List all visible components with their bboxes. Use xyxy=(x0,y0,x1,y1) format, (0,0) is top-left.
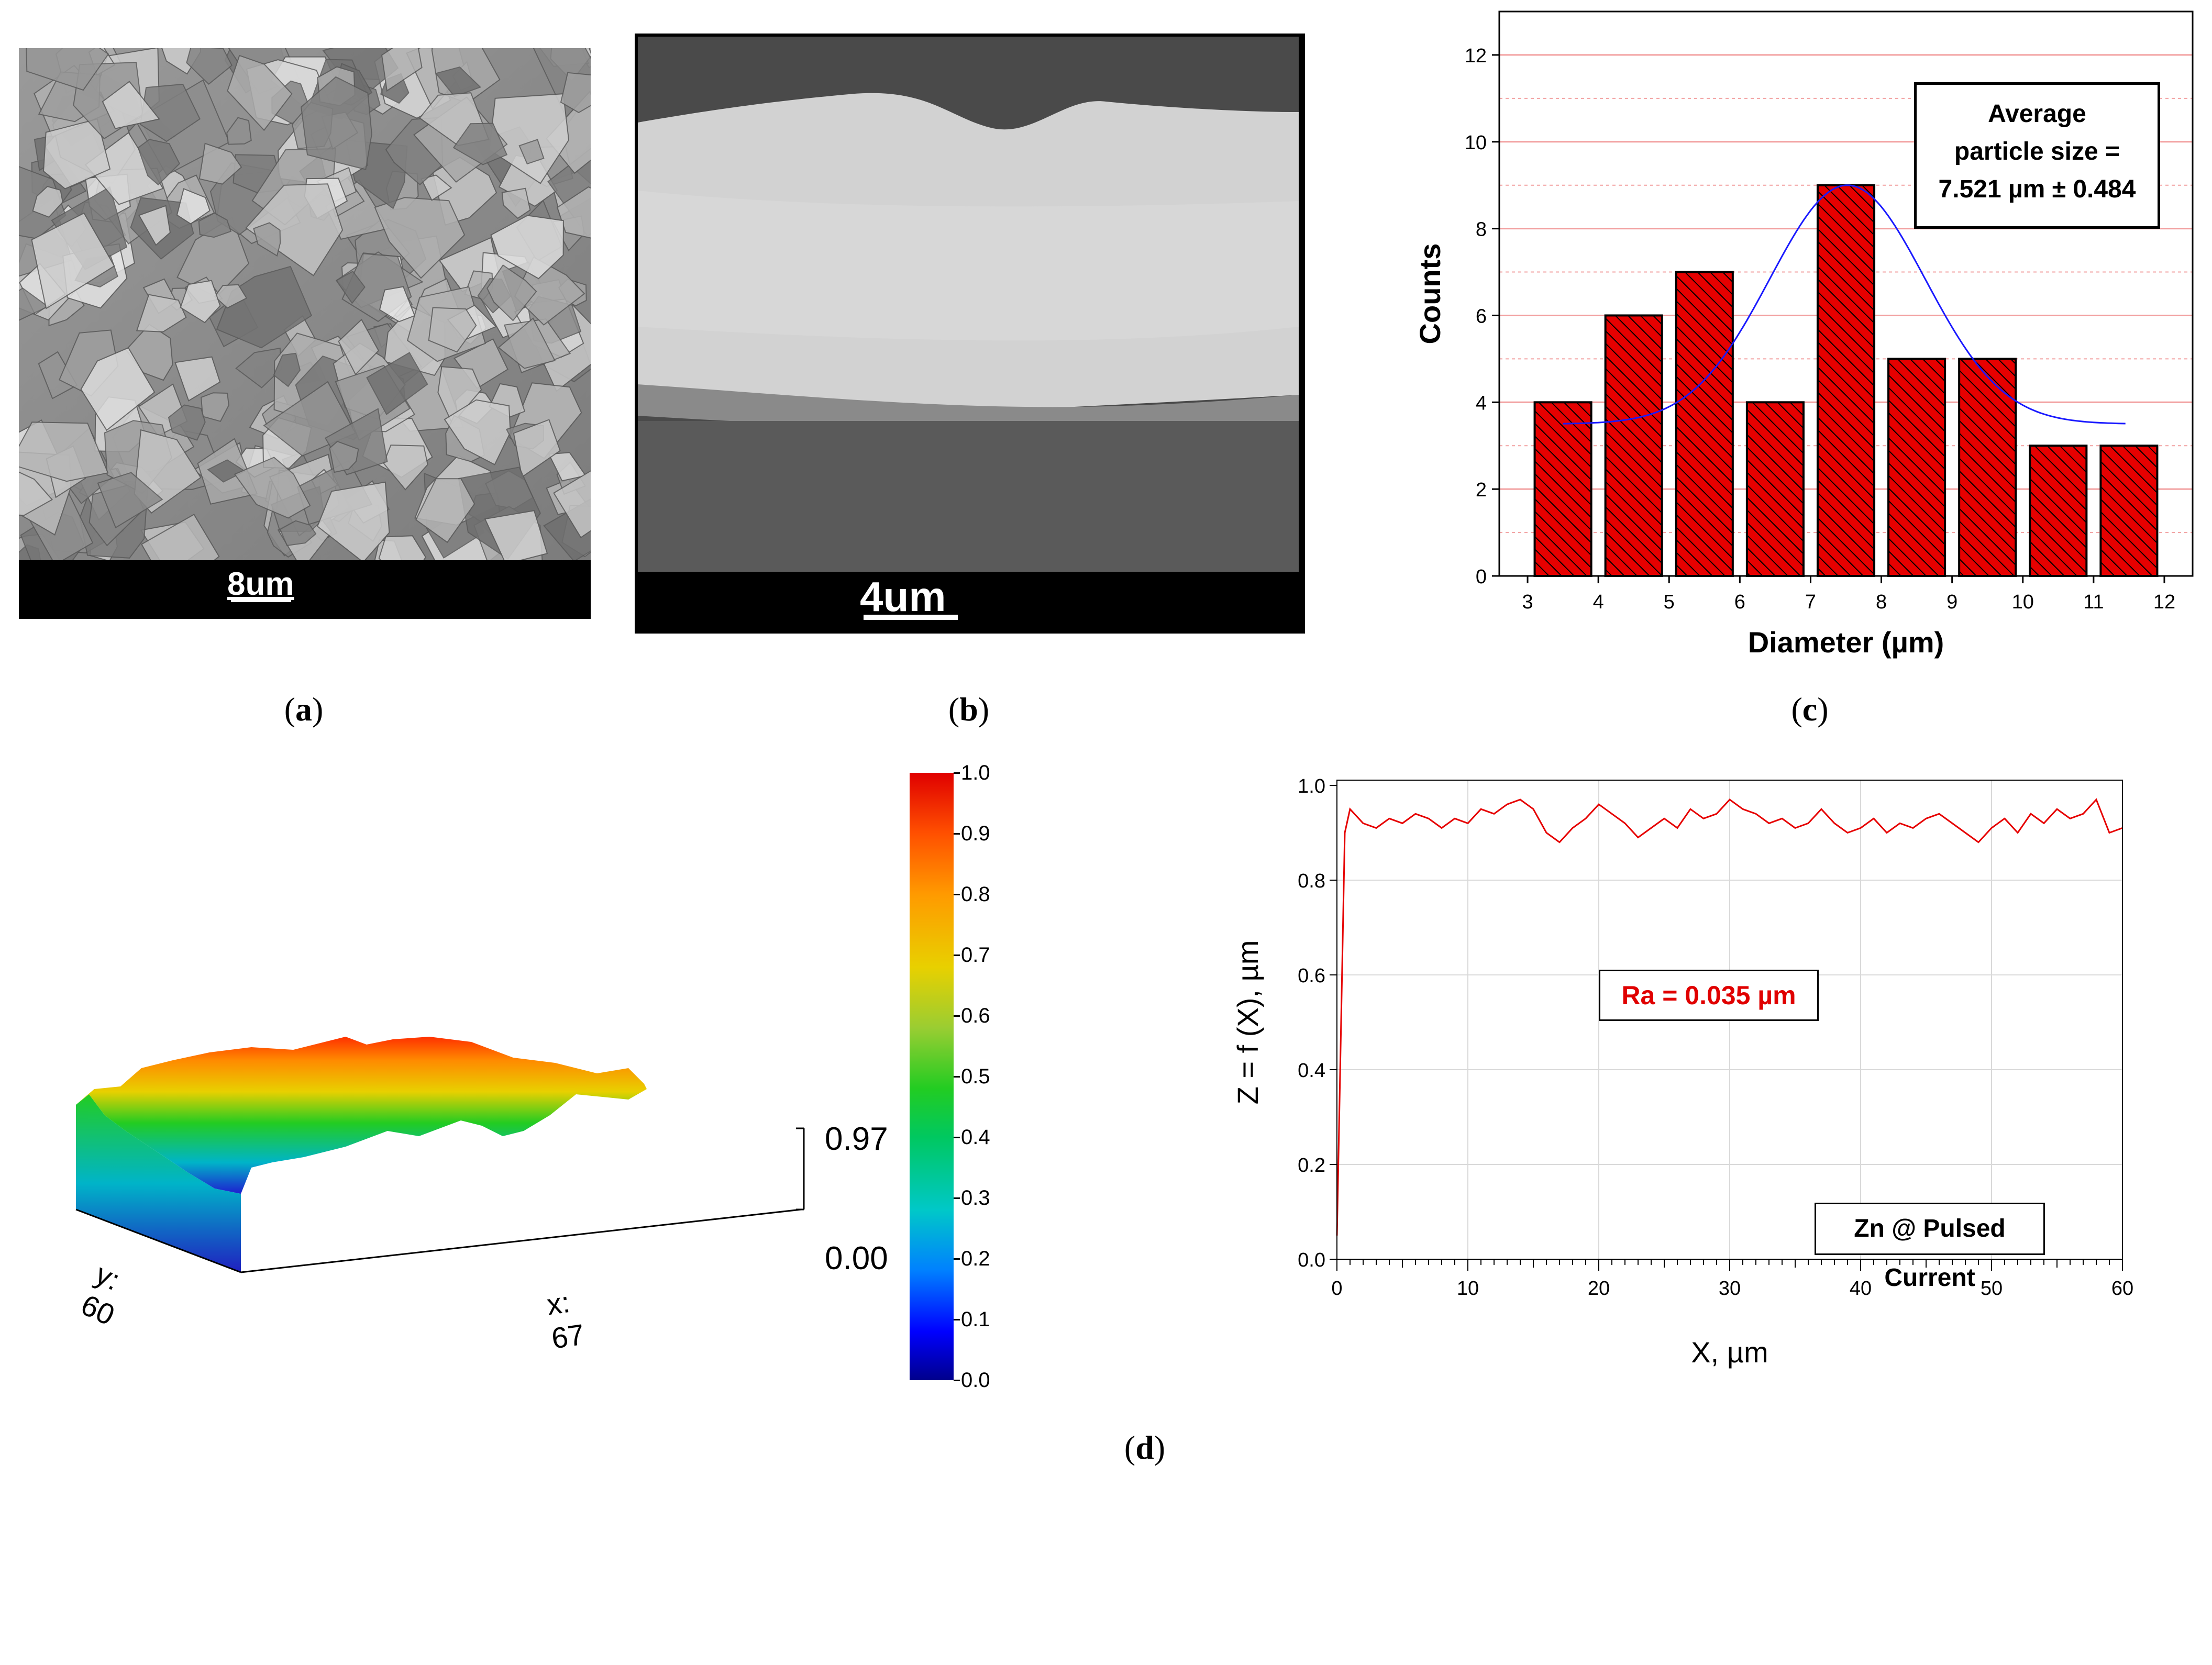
colorbar-tick-label: 0.5 xyxy=(961,1065,990,1088)
panel-d-profile: 0 10 20 30 40 50 60 0.0 0.2 0.4 0.6 0.8 1.0 X, µm Z = … xyxy=(1220,754,2212,1416)
scale-label-a: 8um xyxy=(227,566,294,602)
x-tick-label: 4 xyxy=(1593,591,1604,613)
colorbar-tick xyxy=(954,1379,960,1381)
histogram-bar xyxy=(1675,271,1734,577)
y-tick-label: 0 xyxy=(1476,566,1487,588)
surface-top xyxy=(76,1037,647,1194)
colorbar-tick-label: 0.3 xyxy=(961,1186,990,1209)
colorbar-tick xyxy=(954,954,960,956)
x-tick-label: 30 xyxy=(1719,1278,1741,1300)
histogram-bar xyxy=(1958,358,2017,578)
annotation-ra: Ra = 0.035 µm xyxy=(1599,970,1819,1021)
colorbar-tick-label: 0.7 xyxy=(961,944,990,967)
colorbar-tick xyxy=(954,1258,960,1260)
colorbar-tick-label: 0.9 xyxy=(961,822,990,845)
x-tick-label: 5 xyxy=(1664,591,1675,613)
y-tick-label: 12 xyxy=(1465,45,1487,67)
y-tick-label: 0.2 xyxy=(1298,1155,1325,1176)
gaussian-fit-line xyxy=(1563,184,2126,425)
x-tick-label: 6 xyxy=(1734,591,1745,613)
colorbar-tick xyxy=(954,1318,960,1320)
colorbar xyxy=(910,773,954,1380)
y-axis-title: Z = f (X), µm xyxy=(1231,940,1264,1105)
colorbar-tick xyxy=(954,893,960,895)
x-axis-title: X, µm xyxy=(1691,1336,1768,1369)
histogram-bar xyxy=(1887,358,1946,578)
x-tick-label: 20 xyxy=(1588,1278,1610,1300)
x-tick-label: 9 xyxy=(1946,591,1957,613)
colorbar-tick xyxy=(954,1015,960,1017)
x-tick-label: 11 xyxy=(2083,591,2104,613)
colorbar-tick-label: 1.0 xyxy=(961,761,990,784)
caption-b: (b) xyxy=(948,691,990,728)
x-tick-label: 40 xyxy=(1850,1278,1872,1300)
histogram-bar xyxy=(1604,314,1663,577)
x-tick-label: 3 xyxy=(1522,591,1533,613)
y-tick-label: 0.8 xyxy=(1298,870,1325,892)
y-tick-label: 0.4 xyxy=(1298,1060,1325,1082)
y-axis-title: Counts xyxy=(1413,243,1446,345)
histogram-bar xyxy=(1745,401,1805,577)
histogram-bar xyxy=(1533,401,1592,577)
colorbar-tick-label: 0.1 xyxy=(961,1308,990,1331)
y-tick-label: 4 xyxy=(1476,392,1487,414)
x-tick-label: 10 xyxy=(1457,1278,1479,1300)
scale-label-b: 4um xyxy=(860,573,946,620)
y-tick-label: 0.0 xyxy=(1298,1249,1325,1271)
histogram-bar xyxy=(2029,445,2088,577)
colorbar-tick xyxy=(954,1197,960,1199)
histogram-bar xyxy=(1816,184,1876,577)
colorbar-tick-label: 0.2 xyxy=(961,1247,990,1270)
z-max-label: 0.97 xyxy=(825,1121,888,1157)
sem-micrograph-b xyxy=(635,34,1305,634)
caption-a: (a) xyxy=(284,691,324,728)
colorbar-tick-label: 0.0 xyxy=(961,1369,990,1392)
caption-d: (d) xyxy=(1124,1429,1166,1466)
colorbar-tick xyxy=(954,1075,960,1078)
annotation-line-1: Average xyxy=(1988,100,2086,128)
roughness-profile-chart: 0 10 20 30 40 50 60 0.0 0.2 0.4 0.6 0.8 1.0 X, µm Z = … xyxy=(1231,775,2133,1369)
plot-frame xyxy=(1498,10,2194,577)
x-axis-line xyxy=(240,1208,802,1273)
x-tick-label: 60 xyxy=(2111,1278,2133,1300)
x-tick-label: 0 xyxy=(1331,1278,1342,1300)
x-tick-label: 12 xyxy=(2153,591,2175,613)
colorbar-tick-label: 0.6 xyxy=(961,1004,990,1027)
histogram-bar xyxy=(2099,445,2159,577)
y-tick-label: 8 xyxy=(1476,219,1487,241)
sem-image-cross-section: 4um xyxy=(635,34,1305,634)
colorbar-tick xyxy=(954,1136,960,1138)
z-min-label: 0.00 xyxy=(825,1240,888,1277)
annotation-line-2: particle size = xyxy=(1954,138,2120,165)
colorbar-tick-label: 0.4 xyxy=(961,1126,990,1149)
surface-3d-plot xyxy=(75,1037,805,1273)
legend-box: Zn @ Pulsed Current xyxy=(1815,1203,2045,1292)
y-tick-label: 2 xyxy=(1476,479,1487,501)
colorbar-tick-label: 0.8 xyxy=(961,883,990,906)
annotation-line-3: 7.521 µm ± 0.484 xyxy=(1938,175,2136,203)
sem-image-top-view: 8um xyxy=(19,48,591,619)
x-tick-label: 50 xyxy=(1981,1278,2003,1300)
y-tick-label: 0.6 xyxy=(1298,965,1325,987)
x-tick-label: 8 xyxy=(1876,591,1887,613)
annotation-average-size: Average particle size = 7.521 µm ± 0.484 xyxy=(1914,82,2160,229)
profile-line xyxy=(1336,798,2123,1236)
x-tick-label: 7 xyxy=(1805,591,1816,613)
y-axis-line xyxy=(75,1208,241,1273)
panel-c: 0 2 4 6 8 10 12 3 4 5 6 7 8 9 10 11 12 Diameter (µm) Count… xyxy=(1388,0,2212,678)
y-tick-label: 6 xyxy=(1476,305,1487,327)
x-tick-label: 10 xyxy=(2012,591,2034,613)
surface-side-wall xyxy=(76,1094,241,1272)
colorbar-tick xyxy=(954,772,960,774)
caption-c: (c) xyxy=(1791,691,1829,728)
y-tick-label: 1.0 xyxy=(1298,775,1325,797)
x-axis-title: Diameter (µm) xyxy=(1748,626,1944,659)
y-tick-label: 10 xyxy=(1465,132,1487,154)
sem-micrograph-a xyxy=(19,48,591,619)
colorbar-tick xyxy=(954,833,960,835)
